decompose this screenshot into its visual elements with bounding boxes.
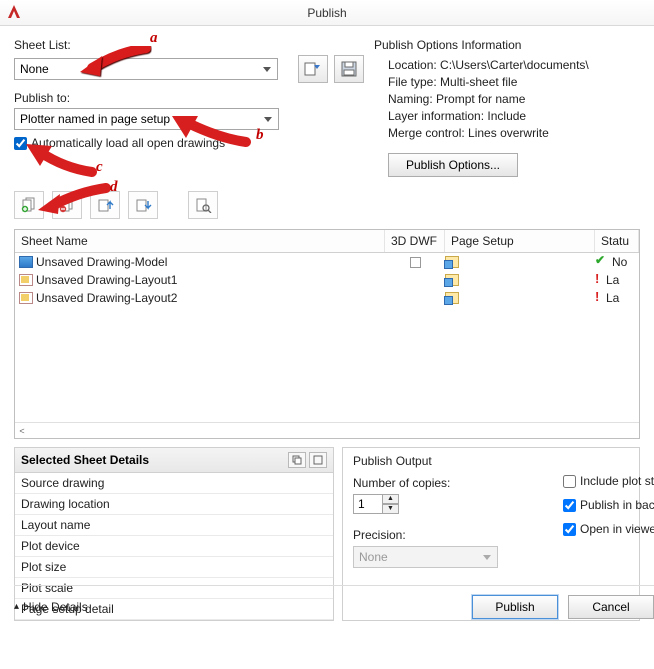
details-heading: Selected Sheet Details: [21, 453, 149, 467]
status-text: La: [606, 273, 619, 287]
move-up-button[interactable]: [90, 191, 120, 219]
status-warn-icon: !: [595, 292, 603, 304]
auto-load-input[interactable]: [14, 137, 27, 150]
sheet-type-icon: [19, 292, 33, 304]
options-info-heading: Publish Options Information: [374, 38, 589, 52]
details-row: Layout name: [15, 515, 333, 536]
app-icon: [6, 4, 22, 20]
titlebar: Publish: [0, 0, 654, 26]
sheet-name: Unsaved Drawing-Model: [36, 255, 167, 269]
status-ok-icon: [595, 256, 609, 268]
options-location: Location: C:\Users\Carter\documents\: [388, 58, 589, 72]
options-layerinfo: Layer information: Include: [388, 109, 589, 123]
details-row: Plot device: [15, 536, 333, 557]
sheet-type-icon: [19, 256, 33, 268]
details-row: Drawing location: [15, 494, 333, 515]
copies-input[interactable]: [353, 494, 383, 514]
add-sheets-button[interactable]: [14, 191, 44, 219]
table-row[interactable]: Unsaved Drawing-Layout2!La: [15, 289, 639, 307]
publish-output-heading: Publish Output: [353, 454, 629, 468]
open-in-viewer[interactable]: Open in viewer when: [563, 522, 631, 536]
col-3d-dwf[interactable]: 3D DWF: [385, 230, 445, 252]
col-sheet-name[interactable]: Sheet Name: [15, 230, 385, 252]
table-row[interactable]: Unsaved Drawing-Model No: [15, 253, 639, 271]
precision-value: None: [359, 550, 388, 564]
precision-combo: None: [353, 546, 498, 568]
sheet-list-value: None: [20, 62, 49, 76]
import-list-button[interactable]: [298, 55, 328, 83]
sheet-name: Unsaved Drawing-Layout1: [36, 273, 177, 287]
cancel-button[interactable]: Cancel: [568, 595, 654, 619]
page-setup-icon: [445, 274, 459, 286]
include-plot-stamp[interactable]: Include plot stamp: [563, 474, 631, 488]
publish-in-background[interactable]: Publish in background: [563, 498, 631, 512]
preview-button[interactable]: [188, 191, 218, 219]
move-down-button[interactable]: [128, 191, 158, 219]
sheet-name: Unsaved Drawing-Layout2: [36, 291, 177, 305]
copies-spin-down[interactable]: ▼: [383, 504, 399, 514]
col-page-setup[interactable]: Page Setup: [445, 230, 595, 252]
copies-spin-up[interactable]: ▲: [383, 494, 399, 504]
publish-to-combo[interactable]: Plotter named in page setup: [14, 108, 279, 130]
dwf-checkbox[interactable]: [410, 257, 421, 268]
window-title: Publish: [0, 0, 654, 26]
status-warn-icon: !: [595, 274, 603, 286]
page-setup-icon: [445, 292, 459, 304]
publish-to-value: Plotter named in page setup: [20, 112, 170, 126]
page-setup-icon: [445, 256, 459, 268]
hide-details-toggle[interactable]: Hide Details: [14, 600, 88, 614]
options-filetype: File type: Multi-sheet file: [388, 75, 589, 89]
sheets-table: Sheet Name 3D DWF Page Setup Statu Unsav…: [14, 229, 640, 439]
save-list-button[interactable]: [334, 55, 364, 83]
status-text: No: [612, 255, 627, 269]
details-expand-icon[interactable]: [309, 452, 327, 468]
publish-button[interactable]: Publish: [472, 595, 558, 619]
table-hscroll[interactable]: <: [15, 422, 639, 438]
sheet-list-combo[interactable]: None: [14, 58, 278, 80]
status-text: La: [606, 291, 619, 305]
options-naming: Naming: Prompt for name: [388, 92, 589, 106]
col-status[interactable]: Statu: [595, 230, 639, 252]
remove-sheets-button[interactable]: [52, 191, 82, 219]
sheet-type-icon: [19, 274, 33, 286]
table-row[interactable]: Unsaved Drawing-Layout1!La: [15, 271, 639, 289]
auto-load-label: Automatically load all open drawings: [31, 136, 225, 150]
options-merge: Merge control: Lines overwrite: [388, 126, 589, 140]
details-row: Plot size: [15, 557, 333, 578]
publish-options-button[interactable]: Publish Options...: [388, 153, 518, 177]
auto-load-checkbox[interactable]: Automatically load all open drawings: [14, 136, 364, 150]
publish-to-label: Publish to:: [14, 91, 364, 105]
details-copy-icon[interactable]: [288, 452, 306, 468]
details-row: Source drawing: [15, 473, 333, 494]
sheet-list-label: Sheet List:: [14, 38, 364, 52]
